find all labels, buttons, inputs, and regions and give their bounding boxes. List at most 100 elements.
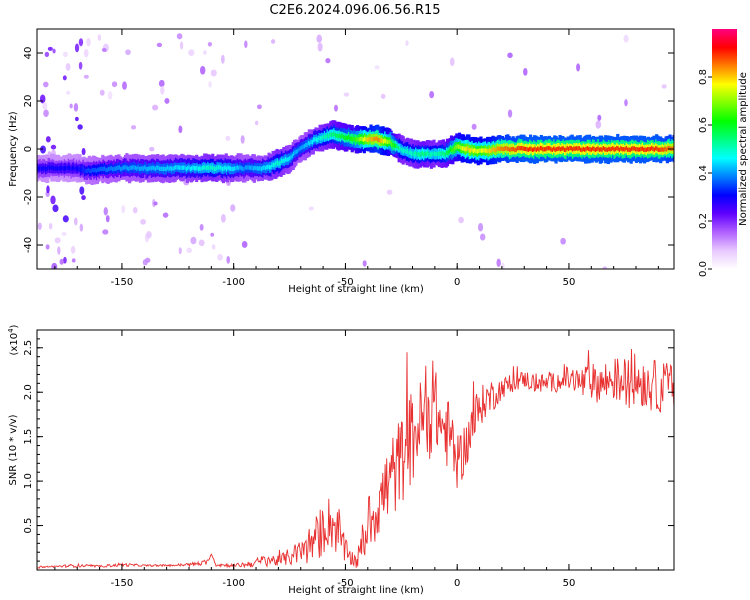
spectrogram-noise-speck (198, 239, 205, 247)
spectrogram-x-ticks: -150 -100 -50 0 50 (54, 29, 659, 288)
spectrogram-noise-speck (210, 69, 217, 77)
spectrogram-noise-speck (254, 120, 259, 126)
spectrogram-noise-speck (81, 147, 86, 156)
snr-y-label: SNR (10 * v/v) (8, 414, 19, 485)
spectrogram-noise-speck (62, 215, 69, 223)
spectrogram-noise-speck (597, 114, 602, 121)
spectrogram-noise-speck (142, 259, 148, 266)
spectrogram-noise-speck (210, 232, 215, 237)
spectrogram-noise-speck (186, 247, 192, 254)
spectrogram-noise-speck (178, 247, 182, 255)
spectrogram-noise-speck (65, 90, 71, 95)
colorbar-tick-label: 0.0 (698, 261, 709, 277)
spectrogram-y-tick-label: -20 (23, 189, 34, 205)
spectrogram-noise-speck (61, 231, 67, 236)
spectrogram-noise-speck (156, 42, 163, 48)
spectrogram-noise-speck (81, 195, 86, 201)
spectrogram-noise-speck (374, 65, 380, 70)
spectrogram-noise-speck (576, 63, 581, 72)
snr-frame (36, 329, 675, 571)
spectrogram-noise-speck (74, 116, 79, 122)
spectrogram-noise-speck (146, 230, 152, 239)
spectrogram-noise-speck (203, 50, 207, 55)
spectrogram-noise-speck (69, 103, 73, 109)
spectrogram-noise-speck (152, 104, 159, 111)
spectrogram-noise-speck (50, 144, 57, 150)
spectrogram-noise-speck (52, 48, 56, 54)
spectrogram-noise-speck (99, 89, 105, 96)
spectrogram-x-tick-label: 50 (563, 277, 576, 288)
spectrogram-noise-speck (45, 136, 51, 143)
spectrogram-noise-speck (270, 39, 276, 44)
spectrogram-noise-speck (57, 246, 61, 255)
spectrogram-noise-speck (380, 93, 386, 99)
snr-multiplier-exponent: 4 (7, 328, 15, 333)
spectrogram-noise-speck (449, 57, 455, 67)
spectrogram-noise-speck (46, 185, 50, 194)
spectrogram-noise-speck (162, 212, 169, 218)
colorbar-tick-label: 0.2 (698, 213, 709, 229)
spectrogram-noise-speck (199, 65, 206, 75)
snr-x-ticks: -150 -100 -50 0 50 (54, 330, 659, 589)
spectrogram-noise-speck (178, 125, 183, 134)
spectrogram-x-tick-label: 0 (454, 277, 460, 288)
colorbar-tick-label: 0.8 (698, 69, 709, 85)
snr-panel: -150 -100 -50 0 50 0.5 1.0 1.5 2.0 2.5 Height of… (7, 324, 675, 596)
spectrogram-noise-speck (316, 34, 323, 43)
spectrogram-noise-speck (74, 43, 80, 53)
snr-y-tick-label: 1.5 (23, 429, 34, 445)
spectrogram-noise-speck (507, 52, 513, 59)
spectrogram-noise-speck (362, 260, 367, 267)
spectrogram-noise-speck (256, 104, 262, 110)
spectrogram-noise-speck (221, 54, 225, 64)
spectrogram-noise-speck (73, 217, 78, 226)
snr-x-label: Height of straight line (km) (288, 585, 424, 596)
spectrogram-noise-speck (179, 41, 184, 50)
spectrogram-noise-speck (83, 74, 89, 79)
spectrogram-noise-speck (244, 40, 248, 49)
spectrogram-noise-speck (52, 204, 59, 213)
spectrogram-y-tick-label: 20 (23, 95, 34, 108)
spectrogram-noise-speck (102, 229, 109, 235)
colorbar-tick-label: 0.4 (698, 165, 709, 181)
snr-marks (37, 348, 674, 569)
spectrogram-noise-speck (471, 123, 477, 130)
spectrogram-noise-speck (47, 46, 53, 51)
spectrogram-noise-speck (97, 34, 102, 41)
spectrogram-noise-speck (160, 86, 165, 95)
spectrogram-noise-speck (44, 51, 50, 58)
colorbar: 0.0 0.2 0.4 0.6 0.8 Normalized spectral ampl… (698, 29, 749, 277)
spectrogram-noise-speck (78, 38, 84, 47)
snr-y-tick-label: 2.5 (23, 340, 34, 356)
spectrogram-noise-speck (240, 135, 245, 144)
colorbar-label: Normalized spectral amplitude (738, 72, 749, 226)
spectrogram-noise-speck (217, 254, 223, 261)
spectrogram-panel: -150 -100 -50 0 50 -40 -20 0 20 40 Height of str… (8, 28, 675, 295)
spectrogram-noise-speck (149, 146, 155, 152)
spectrogram-x-tick-label: -150 (111, 277, 134, 288)
spectrogram-noise-speck (188, 49, 195, 57)
spectrogram-noise-speck (73, 103, 79, 112)
spectrogram-noise-speck (65, 63, 71, 71)
figure-title: C2E6.2024.096.06.56.R15 (269, 3, 440, 18)
colorbar-gradient (712, 29, 737, 269)
spectrogram-x-label: Height of straight line (km) (288, 284, 424, 295)
spectrogram-noise-speck (158, 79, 165, 88)
spectrogram-x-tick-label: -100 (222, 277, 245, 288)
spectrogram-noise-speck (661, 84, 667, 89)
spectrogram-noise-speck (86, 37, 91, 47)
spectrogram-noise-speck (71, 258, 76, 263)
spectrogram-noise-speck (78, 61, 83, 70)
spectrogram-noise-speck (211, 244, 216, 250)
spectrogram-noise-speck (54, 237, 61, 244)
spectrogram-noise-speck (334, 104, 338, 112)
spectrogram-noise-speck (122, 81, 127, 90)
spectrogram-noise-speck (343, 92, 350, 97)
spectrogram-noise-speck (40, 145, 46, 154)
snr-x-tick-label: -100 (222, 578, 245, 589)
spectrogram-noise-speck (560, 237, 566, 245)
spectrogram-noise-speck (230, 204, 236, 212)
spectrogram-noise-speck (107, 91, 113, 100)
snr-x-tick-label: -150 (111, 578, 134, 589)
spectrogram-noise-speck (317, 42, 323, 52)
